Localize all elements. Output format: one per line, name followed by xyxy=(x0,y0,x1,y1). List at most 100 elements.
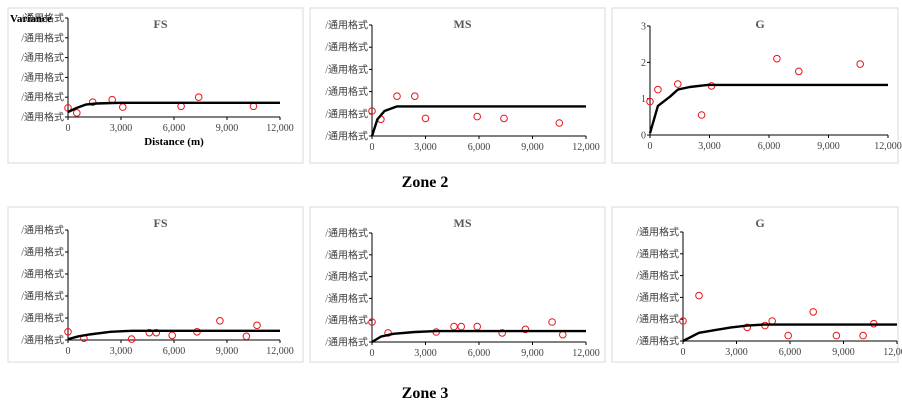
x-tick-label: 9,000 xyxy=(832,347,855,358)
y-tick-label: /通用格式 xyxy=(325,270,368,283)
x-tick-label: 6,000 xyxy=(163,346,186,357)
data-point xyxy=(421,114,430,123)
y-tick-label: /通用格式 xyxy=(21,334,64,347)
zone-2-label: Zone 2 xyxy=(402,174,449,191)
x-tick-label: 9,000 xyxy=(216,123,239,134)
y-tick-label: /通用格式 xyxy=(21,224,64,237)
data-point xyxy=(795,67,803,76)
data-point xyxy=(773,54,781,63)
data-point xyxy=(498,329,507,337)
data-point xyxy=(152,328,161,337)
y-tick-label: /通用格式 xyxy=(21,31,64,44)
chart-frame xyxy=(309,7,606,164)
data-point xyxy=(521,325,530,334)
chart-frame xyxy=(309,206,606,363)
model-curve xyxy=(682,323,897,343)
data-point xyxy=(127,335,136,343)
chart-frame xyxy=(611,206,899,363)
y-tick-label: 0 xyxy=(641,131,646,142)
y-tick-label: /通用格式 xyxy=(21,91,64,104)
x-tick-label: 0 xyxy=(66,346,71,357)
data-point xyxy=(646,97,654,106)
x-tick-label: 6,000 xyxy=(468,142,491,153)
data-point xyxy=(216,317,224,325)
x-tick-label: 0 xyxy=(370,348,375,359)
y-tick-label: /通用格式 xyxy=(21,246,64,259)
x-tick-label: 12,000 xyxy=(572,348,600,359)
y-tick-label: /通用格式 xyxy=(21,312,64,325)
y-tick-label: /通用格式 xyxy=(325,19,368,32)
y-tick-label: /通用格式 xyxy=(636,269,679,282)
data-point xyxy=(194,93,203,101)
y-tick-label: /通用格式 xyxy=(325,130,368,143)
data-point xyxy=(697,111,706,119)
y-tick-label: /通用格式 xyxy=(21,268,64,281)
x-tick-label: 6,000 xyxy=(758,141,781,152)
x-tick-label: 0 xyxy=(681,347,686,358)
x-tick-label: 3,000 xyxy=(414,142,437,153)
x-tick-label: 3,000 xyxy=(414,348,437,359)
data-point xyxy=(832,331,841,340)
chart-title: FS xyxy=(153,17,167,31)
data-point xyxy=(859,331,867,340)
y-tick-label: /通用格式 xyxy=(325,41,368,54)
x-tick-label: 0 xyxy=(370,142,375,153)
x-tick-label: 12,000 xyxy=(572,142,600,153)
data-point xyxy=(856,60,865,68)
x-tick-label: 3,000 xyxy=(110,123,133,134)
chart-title: MS xyxy=(454,216,472,230)
model-curve xyxy=(67,101,280,114)
chart-title: G xyxy=(755,17,764,31)
x-tick-label: 12,000 xyxy=(266,346,294,357)
zone-3-label: Zone 3 xyxy=(402,385,449,402)
data-point xyxy=(674,80,682,88)
data-point xyxy=(695,291,703,300)
y-tick-label: /通用格式 xyxy=(325,227,368,240)
y-tick-label: 1 xyxy=(641,94,646,105)
x-tick-label: 0 xyxy=(66,123,71,134)
y-tick-label: /通用格式 xyxy=(21,290,64,303)
chart-title: MS xyxy=(454,17,472,31)
data-point xyxy=(555,119,564,127)
data-point xyxy=(368,318,376,326)
model-curve xyxy=(648,83,888,134)
y-axis-label: Variance xyxy=(10,13,52,25)
data-point xyxy=(242,332,251,341)
y-tick-label: /通用格式 xyxy=(325,107,368,120)
model-curve xyxy=(370,105,586,137)
x-tick-label: 12,000 xyxy=(874,141,902,152)
data-point xyxy=(743,323,752,332)
x-tick-label: 6,000 xyxy=(163,123,186,134)
y-tick-label: /通用格式 xyxy=(21,51,64,64)
model-curve xyxy=(67,329,280,341)
y-tick-label: /通用格式 xyxy=(325,85,368,98)
x-tick-label: 6,000 xyxy=(468,348,491,359)
x-tick-label: 9,000 xyxy=(817,141,840,152)
x-tick-label: 9,000 xyxy=(216,346,239,357)
data-point xyxy=(809,308,818,316)
chart-title: G xyxy=(755,216,764,230)
y-tick-label: /通用格式 xyxy=(325,248,368,261)
chart-panel: G 0 1 2 3 0 3,000 6,000 9,000 12,000 xyxy=(611,7,902,164)
x-tick-label: 3,000 xyxy=(725,347,748,358)
y-tick-label: 2 xyxy=(641,58,646,69)
data-point xyxy=(679,317,687,325)
model-curve xyxy=(371,329,586,344)
x-tick-label: 3,000 xyxy=(698,141,721,152)
data-point xyxy=(411,92,419,100)
x-tick-label: 9,000 xyxy=(521,348,544,359)
y-tick-label: /通用格式 xyxy=(636,226,679,239)
y-tick-label: /通用格式 xyxy=(21,71,64,84)
y-tick-label: /通用格式 xyxy=(325,336,368,349)
y-tick-label: /通用格式 xyxy=(636,247,679,260)
data-point xyxy=(88,98,97,106)
data-point xyxy=(654,85,662,94)
x-tick-label: 3,000 xyxy=(110,346,133,357)
x-tick-label: 0 xyxy=(648,141,653,152)
